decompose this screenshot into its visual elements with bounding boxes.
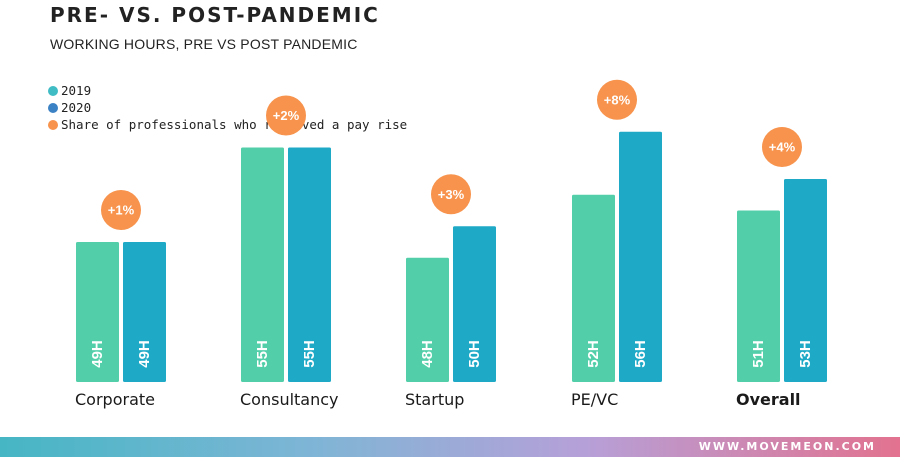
- bar-startup-2019: [406, 257, 449, 382]
- legend-label-2019: 2019: [61, 83, 92, 98]
- legend-item-pay-rise: Share of professionals who received a pa…: [48, 116, 407, 133]
- bar-consultancy-2019: [241, 147, 284, 382]
- category-label-consultancy: Consultancy: [240, 390, 339, 409]
- bar-value-label-startup-2020: 50H: [466, 340, 483, 368]
- pay-rise-badge-corporate: [101, 190, 141, 230]
- legend-swatch-2019: [48, 85, 58, 96]
- bar-overall-2019: [737, 210, 780, 382]
- pay-rise-label-corporate: +1%: [108, 203, 135, 218]
- bar-pe-vc-2019: [572, 194, 615, 382]
- bar-corporate-2019: [76, 242, 119, 382]
- bar-value-label-consultancy-2020: 55H: [301, 340, 318, 368]
- pay-rise-label-overall: +4%: [769, 140, 796, 155]
- pay-rise-badge-consultancy: [266, 95, 306, 136]
- chart-title: PRE- VS. POST-PANDEMIC: [50, 3, 380, 27]
- pay-rise-badge-overall: [762, 127, 802, 167]
- bar-value-label-pe-vc-2019: 52H: [585, 340, 602, 368]
- bar-value-label-startup-2019: 48H: [419, 340, 436, 368]
- legend-label-2020: 2020: [61, 100, 92, 115]
- bar-overall-2020: [784, 179, 827, 382]
- pay-rise-label-startup: +3%: [438, 187, 465, 202]
- bar-value-label-pe-vc-2020: 56H: [632, 340, 649, 368]
- bar-value-label-overall-2020: 53H: [797, 340, 814, 368]
- category-label-overall: Overall: [736, 390, 801, 409]
- pay-rise-badge-pe-vc: [597, 79, 637, 120]
- footer-url[interactable]: WWW.MOVEMEON.COM: [698, 440, 876, 453]
- legend-label-pay-rise: Share of professionals who received a pa…: [61, 117, 408, 132]
- bar-corporate-2020: [123, 242, 166, 382]
- bar-value-label-consultancy-2019: 55H: [254, 340, 271, 368]
- category-label-pe-vc: PE/VC: [571, 390, 618, 409]
- bar-value-label-corporate-2020: 49H: [136, 340, 153, 368]
- footer-bar: WWW.MOVEMEON.COM: [0, 437, 900, 457]
- bar-value-label-overall-2019: 51H: [750, 340, 767, 368]
- legend-item-2020: 2020: [48, 99, 407, 116]
- legend: 2019 2020 Share of professionals who rec…: [48, 82, 407, 133]
- bar-pe-vc-2020: [619, 131, 662, 382]
- pay-rise-label-consultancy: +2%: [273, 108, 300, 123]
- bar-value-label-corporate-2019: 49H: [89, 340, 106, 368]
- category-label-startup: Startup: [405, 390, 464, 409]
- bar-chart: 49H 49H +1% Corporate 55H 55H +2% Consultancy 48…: [75, 79, 827, 409]
- bar-consultancy-2020: [288, 147, 331, 382]
- category-label-corporate: Corporate: [75, 390, 155, 409]
- pay-rise-label-pe-vc: +8%: [604, 92, 631, 107]
- pay-rise-badge-startup: [431, 174, 471, 215]
- chart-subtitle: WORKING HOURS, PRE VS POST PANDEMIC: [50, 36, 358, 52]
- legend-swatch-pay-rise: [48, 119, 58, 130]
- bar-startup-2020: [453, 226, 496, 382]
- legend-item-2019: 2019: [48, 82, 407, 99]
- legend-swatch-2020: [48, 102, 58, 113]
